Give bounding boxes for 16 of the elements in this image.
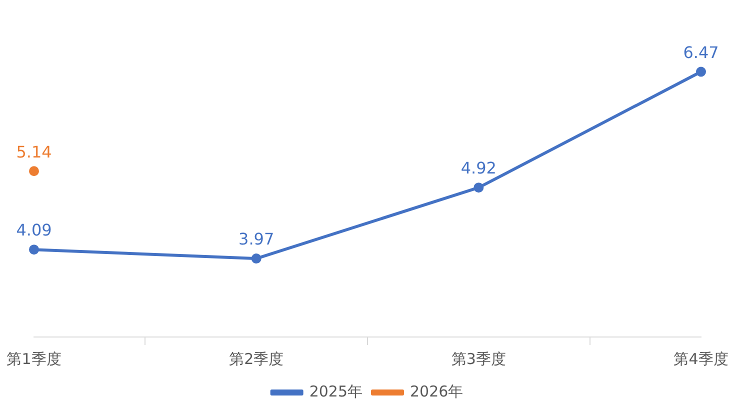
data-label: 4.09 xyxy=(16,220,52,240)
point xyxy=(29,244,39,255)
x-tick-label: 第2季度 xyxy=(229,350,284,368)
x-tick-label: 第4季度 xyxy=(674,350,728,368)
point xyxy=(251,254,262,264)
data-label: 5.14 xyxy=(16,142,52,162)
point xyxy=(696,66,706,77)
data-label: 4.92 xyxy=(460,158,496,178)
data-label: 6.47 xyxy=(683,42,719,62)
legend-label: 2025年 xyxy=(309,382,363,400)
point xyxy=(29,166,39,176)
x-tick-label: 第3季度 xyxy=(451,350,506,368)
data-label: 3.97 xyxy=(238,230,274,249)
legend-label: 2026年 xyxy=(410,382,464,400)
point xyxy=(474,182,484,193)
x-tick-label: 第1季度 xyxy=(6,350,62,368)
